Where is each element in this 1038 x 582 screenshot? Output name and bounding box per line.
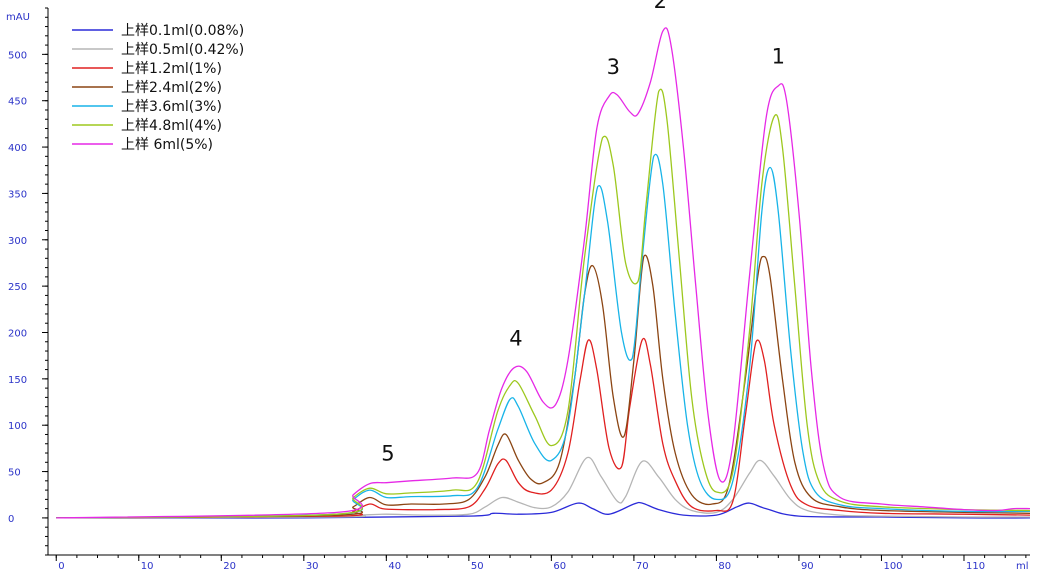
legend: 上样0.1ml(0.08%) 上样0.5ml(0.42%) 上样1.2ml(1%) 上…: [72, 23, 244, 153]
legend-label-5: 上样3.6ml(3%): [121, 99, 222, 115]
series-line-6: [56, 88, 1031, 519]
x-tick-label: 70: [636, 561, 649, 572]
y-tick-label: 50: [8, 468, 21, 479]
x-tick-label: 40: [388, 561, 401, 572]
legend-label-3: 上样1.2ml(1%): [121, 61, 222, 77]
x-axis-unit: ml: [1016, 561, 1029, 572]
y-tick-label: 500: [8, 50, 27, 61]
y-tick-label: 300: [8, 236, 27, 247]
peak-label-2: 2: [654, 0, 667, 13]
peak-label-1: 1: [772, 45, 785, 69]
peak-label-3: 3: [607, 55, 620, 79]
x-tick-label: 80: [718, 561, 731, 572]
x-tick-label: 100: [883, 561, 902, 572]
legend-label-7: 上样 6ml(5%): [121, 137, 213, 153]
x-tick-label: 20: [223, 561, 236, 572]
y-axis-unit: mAU: [6, 12, 30, 23]
peak-annotations: 5 4 3 2 1: [381, 0, 785, 465]
y-tick-label: 100: [8, 421, 27, 432]
y-tick-label: 450: [8, 97, 27, 108]
series-line-3: [56, 337, 1031, 519]
y-tick-label: 400: [8, 143, 27, 154]
y-tick-label: 250: [8, 282, 27, 293]
x-tick-label: 30: [306, 561, 319, 572]
legend-label-4: 上样2.4ml(2%): [121, 80, 222, 96]
x-tick-label: 0: [58, 561, 64, 572]
series-line-7: [56, 27, 1031, 519]
y-tick-label: 0: [8, 514, 14, 525]
y-tick-label: 150: [8, 375, 27, 386]
x-tick-label: 90: [801, 561, 814, 572]
series-line-4: [56, 254, 1031, 519]
legend-label-1: 上样0.1ml(0.08%): [121, 23, 244, 39]
x-tick-label: 10: [141, 561, 154, 572]
x-tick-label: 110: [966, 561, 985, 572]
y-tick-label: 200: [8, 328, 27, 339]
x-tick-label: 50: [471, 561, 484, 572]
legend-label-6: 上样4.8ml(4%): [121, 118, 222, 134]
series-line-5: [56, 153, 1031, 519]
series-line-1: [56, 501, 1031, 519]
series-lines: [56, 27, 1031, 519]
x-tick-label: 60: [553, 561, 566, 572]
legend-label-2: 上样0.5ml(0.42%): [121, 42, 244, 58]
y-tick-label: 350: [8, 189, 27, 200]
peak-label-5: 5: [381, 441, 394, 465]
peak-label-4: 4: [509, 326, 522, 350]
series-line-2: [56, 456, 1031, 519]
